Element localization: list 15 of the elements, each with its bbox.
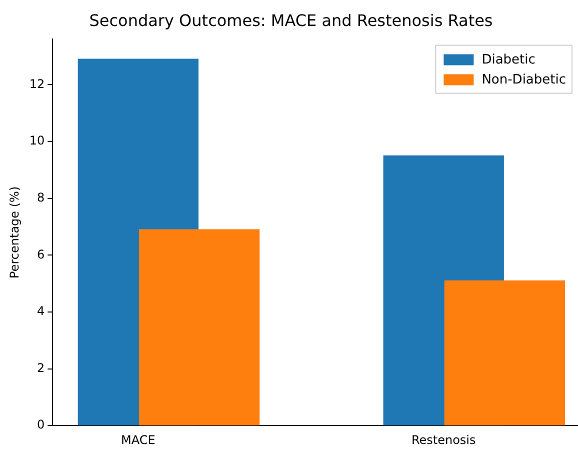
y-axis-title: Percentage (%)	[7, 186, 22, 278]
chart-title: Secondary Outcomes: MACE and Restenosis Rates	[89, 10, 493, 30]
x-tick-label: Restenosis	[411, 432, 476, 447]
y-tick-label: 0	[37, 418, 45, 432]
legend-label: Non-Diabetic	[482, 72, 566, 88]
y-tick-label: 10	[29, 134, 45, 148]
y-tick-label: 12	[29, 76, 45, 91]
y-tick-label: 2	[37, 360, 45, 375]
bar	[138, 229, 260, 426]
y-tick-label: 6	[37, 247, 45, 262]
y-tick-label: 8	[37, 190, 45, 204]
legend-label: Diabetic	[482, 52, 536, 68]
bar	[444, 280, 566, 426]
y-tick-label: 4	[37, 304, 45, 318]
x-tick-label: MACE	[121, 432, 156, 447]
